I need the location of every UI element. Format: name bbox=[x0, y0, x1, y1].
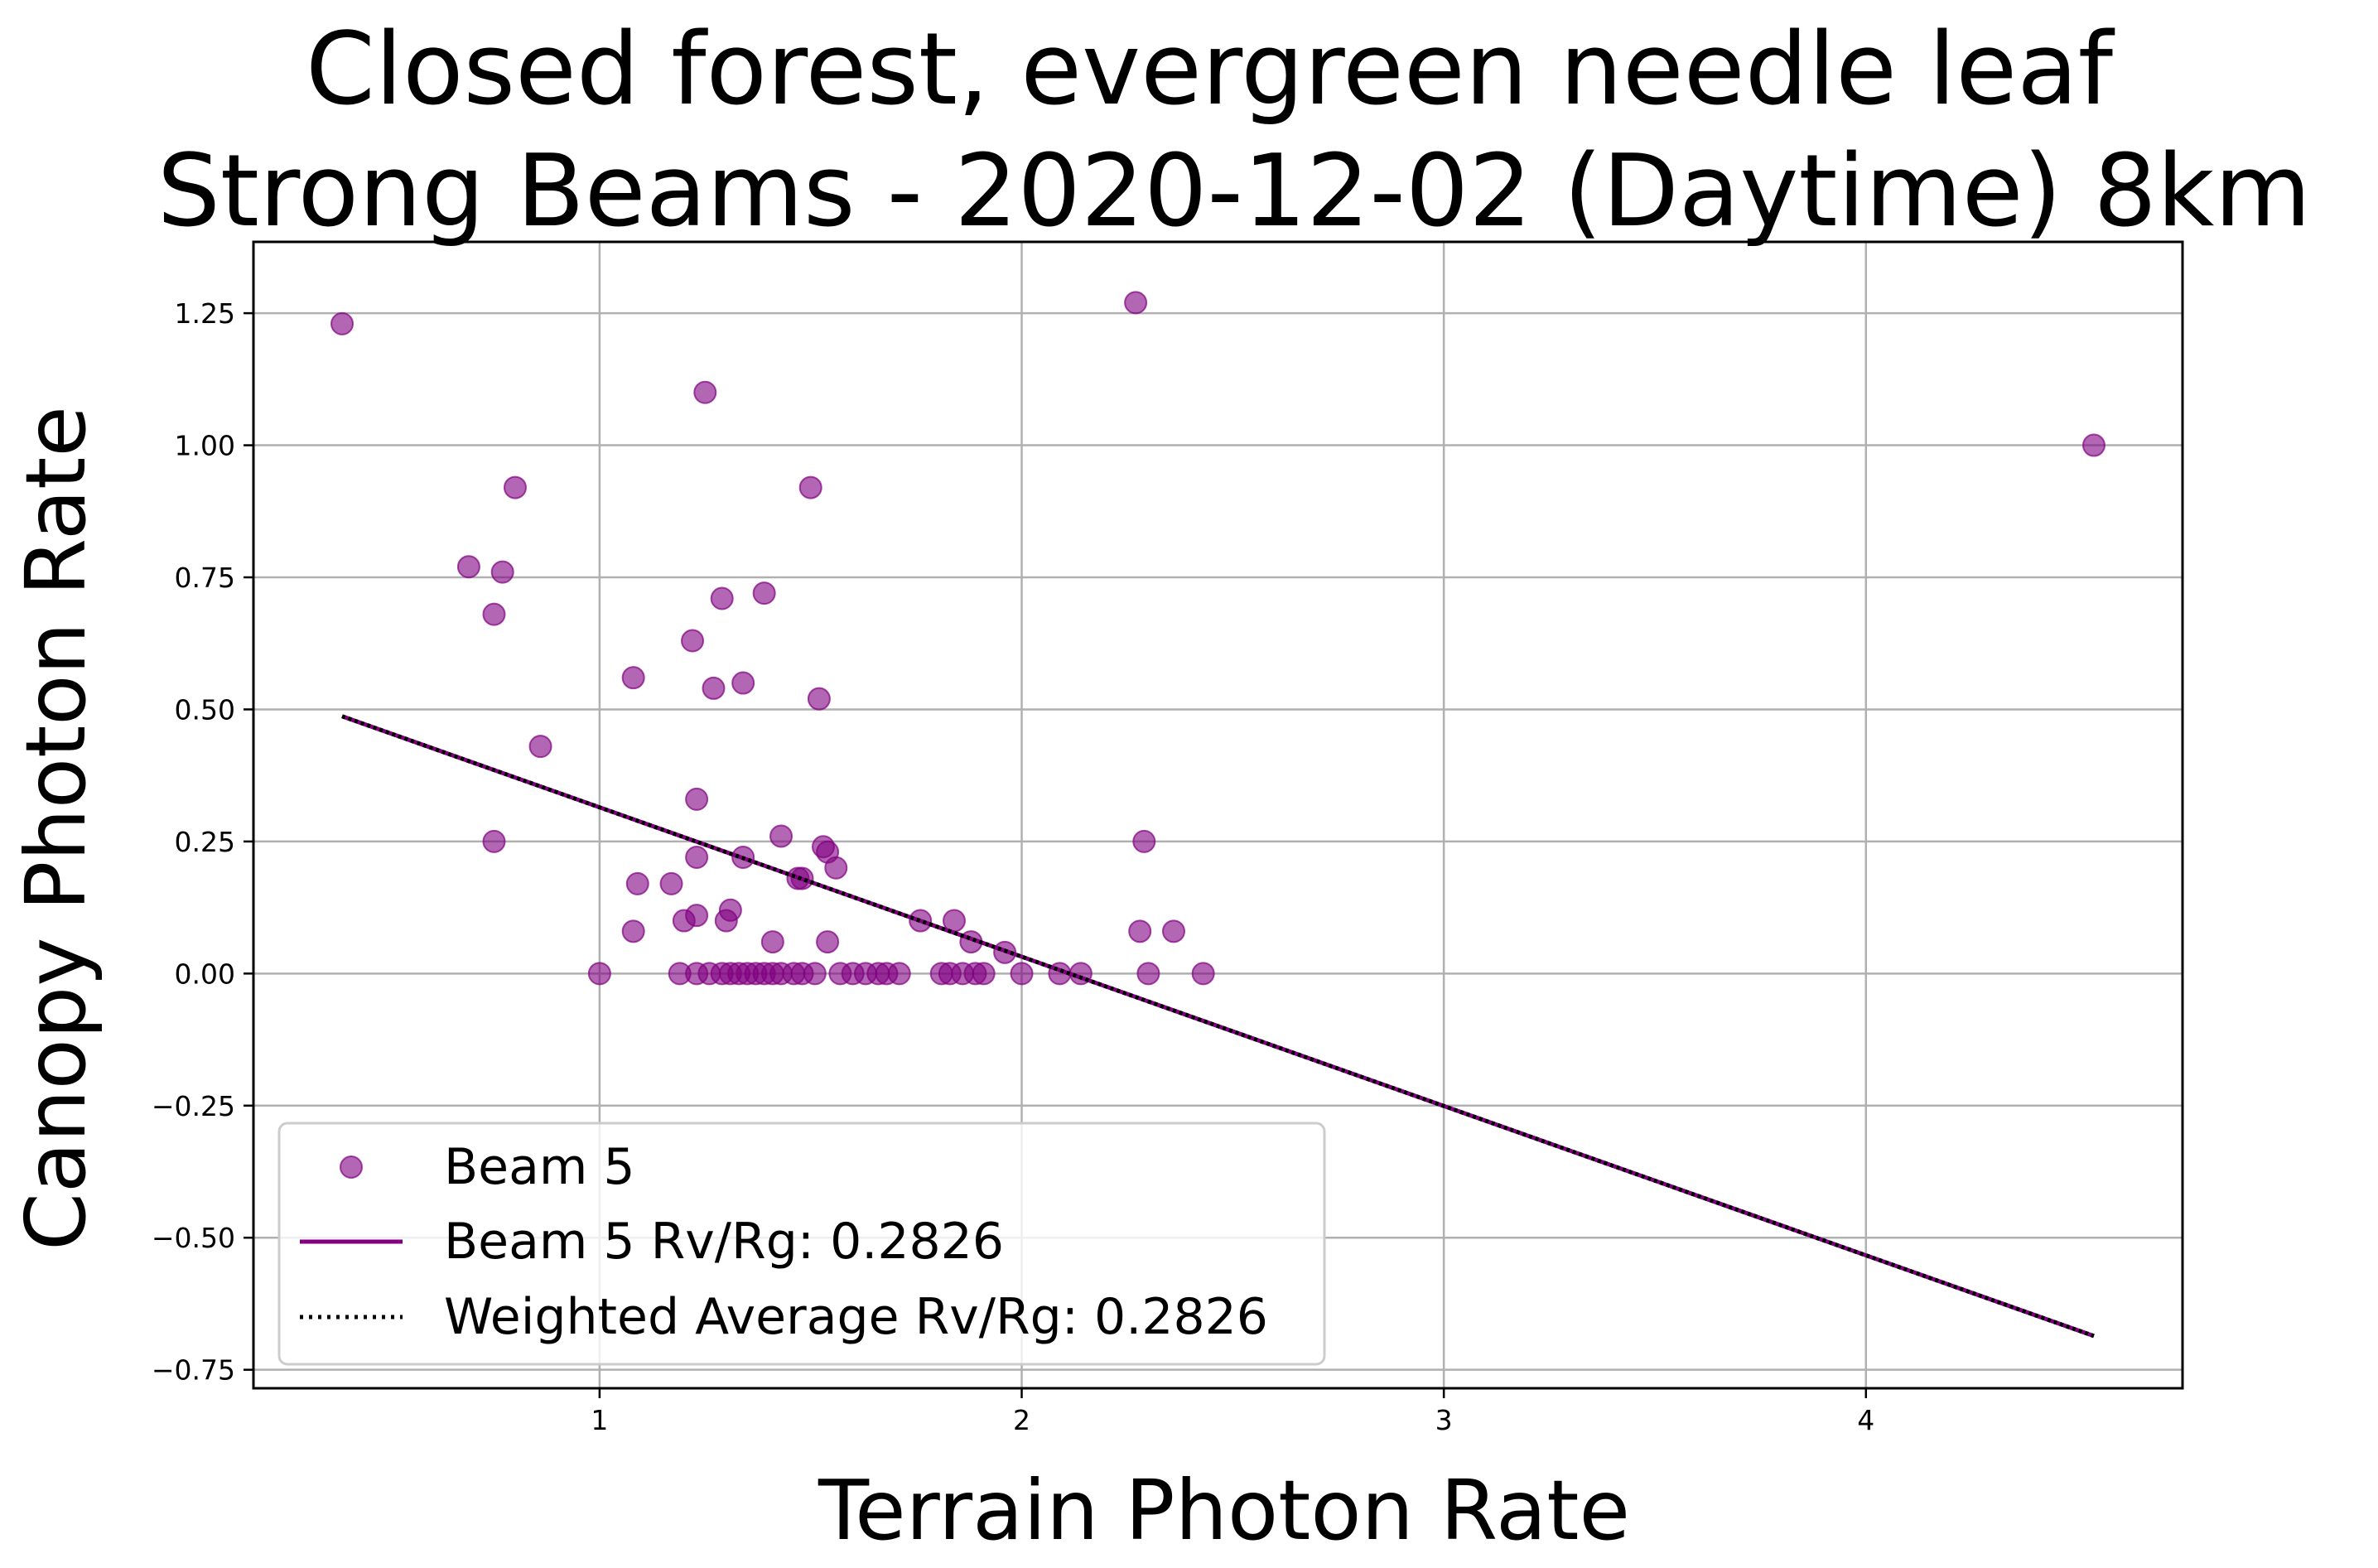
x-axis-label: Terrain Photon Rate bbox=[818, 1462, 1630, 1559]
scatter-point bbox=[972, 962, 996, 986]
scatter-point bbox=[1136, 962, 1160, 986]
scatter-point bbox=[330, 311, 355, 335]
legend: Beam 5 Beam 5 Rv/Rg: 0.2826 Weighted Ave… bbox=[277, 1122, 1326, 1366]
scatter-point bbox=[752, 581, 776, 605]
scatter-point bbox=[1132, 829, 1156, 853]
scatter-point bbox=[798, 475, 822, 499]
scatter-point bbox=[587, 962, 611, 986]
scatter-point bbox=[1124, 291, 1148, 315]
scatter-point bbox=[693, 380, 717, 404]
scatter-point bbox=[1010, 962, 1034, 986]
scatter-point bbox=[456, 555, 480, 579]
scatter-point bbox=[482, 829, 506, 853]
scatter-point bbox=[528, 735, 552, 759]
scatter-point bbox=[503, 475, 527, 499]
weighted-average-line bbox=[341, 714, 2095, 1339]
y-tick-label: 0.25 bbox=[175, 826, 235, 858]
scatter-point bbox=[482, 602, 506, 626]
scatter-point bbox=[621, 919, 645, 943]
scatter-point bbox=[718, 898, 742, 922]
scatter-point bbox=[681, 629, 705, 653]
scatter-point bbox=[710, 586, 734, 610]
scatter-point bbox=[685, 846, 709, 870]
scatter-point bbox=[625, 871, 649, 895]
x-tick-label: 1 bbox=[591, 1404, 608, 1436]
y-tick-label: 0.75 bbox=[175, 562, 235, 594]
scatter-point bbox=[887, 962, 911, 986]
y-tick-label: −0.25 bbox=[152, 1090, 235, 1122]
scatter-point bbox=[769, 824, 793, 848]
legend-marker-beam5-scatter bbox=[340, 1155, 363, 1179]
scatter-point bbox=[1128, 919, 1152, 943]
chart-title-line1: Closed forest, evergreen needle leaf bbox=[306, 12, 2115, 128]
scatter-point bbox=[807, 687, 831, 711]
legend-label-beam5-rvrg: Beam 5 Rv/Rg: 0.2826 bbox=[444, 1213, 1004, 1271]
scatter-point bbox=[803, 962, 827, 986]
scatter-point bbox=[816, 930, 840, 954]
scatter-point bbox=[685, 904, 709, 928]
scatter-points bbox=[330, 291, 2105, 986]
y-tick-label: 1.25 bbox=[175, 297, 235, 330]
fit-lines bbox=[341, 714, 2095, 1339]
scatter-point bbox=[490, 560, 514, 584]
scatter-point bbox=[1191, 962, 1215, 986]
y-tick-label: −0.75 bbox=[152, 1354, 235, 1387]
scatter-point bbox=[760, 930, 784, 954]
x-tick-label: 4 bbox=[1857, 1404, 1874, 1436]
scatter-point bbox=[731, 671, 755, 695]
legend-box bbox=[277, 1122, 1326, 1366]
scatter-point bbox=[621, 666, 645, 690]
scatter-point bbox=[702, 676, 726, 700]
y-axis-ticks: −0.75 −0.50 −0.25 0.00 0.25 0.50 0.75 1.00 1.25 bbox=[152, 297, 253, 1387]
scatter-point bbox=[659, 871, 683, 895]
y-tick-label: −0.50 bbox=[152, 1222, 235, 1254]
y-tick-label: 1.00 bbox=[175, 430, 235, 462]
chart-title-line2: Strong Beams - 2020-12-02 (Daytime) 8km bbox=[157, 134, 2312, 249]
y-axis-label: Canopy Photon Rate bbox=[7, 406, 104, 1251]
scatter-point bbox=[824, 856, 848, 880]
x-tick-label: 3 bbox=[1435, 1404, 1453, 1436]
plot-frame bbox=[252, 240, 2184, 1390]
scatter-point bbox=[2081, 433, 2105, 457]
scatter-point bbox=[1161, 919, 1185, 943]
scatter-point bbox=[685, 787, 709, 811]
x-axis-ticks: 1 2 3 4 bbox=[591, 1388, 1874, 1436]
legend-label-beam5: Beam 5 bbox=[444, 1138, 635, 1196]
legend-label-weighted-rvrg: Weighted Average Rv/Rg: 0.2826 bbox=[444, 1288, 1268, 1346]
y-tick-label: 0.50 bbox=[175, 693, 235, 726]
x-tick-label: 2 bbox=[1013, 1404, 1030, 1436]
y-tick-label: 0.00 bbox=[175, 958, 235, 990]
